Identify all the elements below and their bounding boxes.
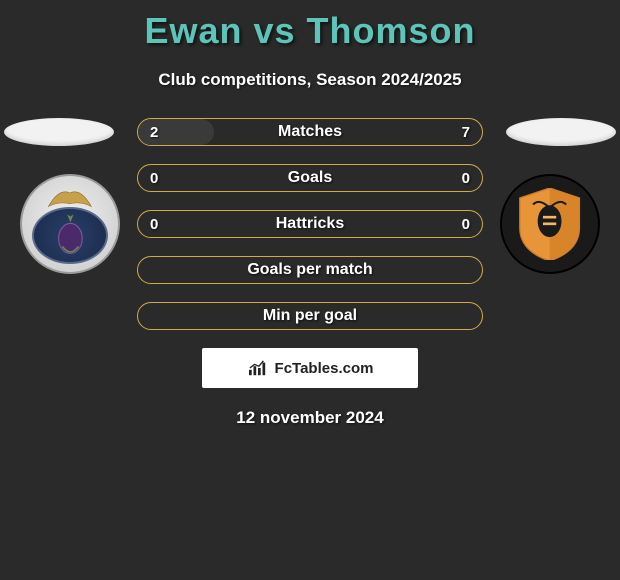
- right-player-ellipse: [506, 118, 616, 146]
- stat-bar-matches: 2 Matches 7: [137, 118, 483, 146]
- wasp-shield-icon: [516, 188, 583, 261]
- stat-label: Goals per match: [138, 257, 482, 283]
- stat-value-right: 7: [462, 119, 470, 145]
- stat-label: Min per goal: [138, 303, 482, 329]
- watermark-text: FcTables.com: [275, 360, 374, 377]
- badge-icon: [500, 174, 600, 274]
- comparison-content: 2 Matches 7 0 Goals 0 0 Hattricks 0 Goal…: [0, 118, 620, 428]
- watermark: FcTables.com: [202, 348, 418, 388]
- badge-icon: [20, 174, 120, 274]
- stat-bar-hattricks: 0 Hattricks 0: [137, 210, 483, 238]
- stat-value-right: 0: [462, 211, 470, 237]
- page-subtitle: Club competitions, Season 2024/2025: [0, 70, 620, 90]
- left-club-badge: [20, 174, 120, 274]
- stat-label: Matches: [138, 119, 482, 145]
- date-text: 12 november 2024: [0, 408, 620, 428]
- stat-value-right: 0: [462, 165, 470, 191]
- left-player-ellipse: [4, 118, 114, 146]
- stat-bars: 2 Matches 7 0 Goals 0 0 Hattricks 0 Goal…: [137, 118, 483, 330]
- stat-bar-min-per-goal: Min per goal: [137, 302, 483, 330]
- chart-icon: [247, 359, 269, 377]
- stat-label: Hattricks: [138, 211, 482, 237]
- stat-bar-goals: 0 Goals 0: [137, 164, 483, 192]
- right-club-badge: [500, 174, 600, 274]
- thistle-icon: [32, 207, 109, 265]
- stat-label: Goals: [138, 165, 482, 191]
- page-title: Ewan vs Thomson: [0, 0, 620, 52]
- stat-bar-goals-per-match: Goals per match: [137, 256, 483, 284]
